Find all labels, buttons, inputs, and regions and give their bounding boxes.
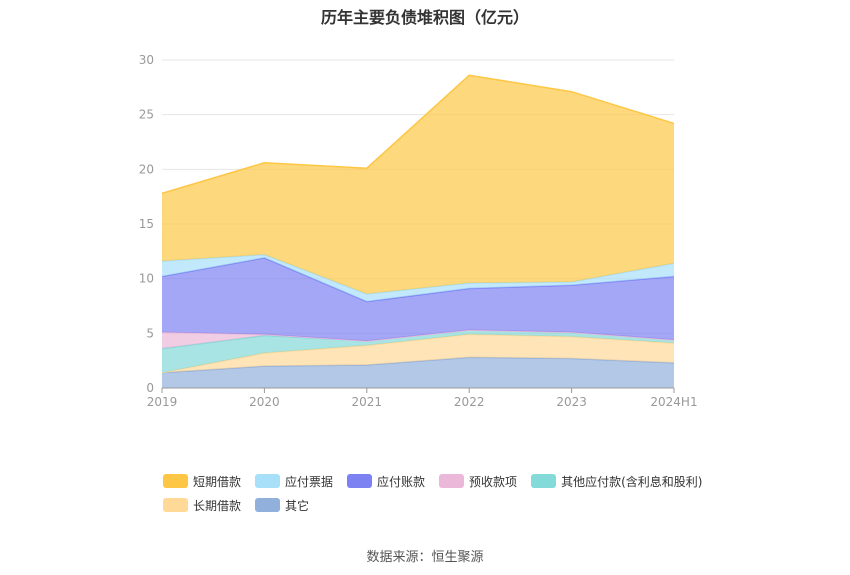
- legend-swatch: [163, 498, 188, 512]
- y-tick-label: 25: [139, 108, 154, 122]
- legend-item[interactable]: 其他应付款(含利息和股利): [531, 473, 702, 489]
- legend-item[interactable]: 预收款项: [439, 473, 517, 489]
- axes: 0 5 10 15 20 25 30 2019 2020 2021 2022 2023 2024H1: [139, 53, 698, 409]
- area-series-0: [162, 357, 674, 388]
- legend-item[interactable]: 应付账款: [347, 473, 425, 489]
- x-tick-label: 2024H1: [650, 395, 697, 409]
- legend-label: 其它: [285, 498, 310, 513]
- legend-label: 长期借款: [193, 498, 242, 513]
- x-tick-label: 2023: [556, 395, 587, 409]
- legend-swatch: [439, 474, 465, 488]
- area-series-2: [162, 330, 674, 373]
- legend-label: 应付票据: [285, 474, 334, 489]
- legend-swatch: [531, 474, 557, 488]
- y-tick-label: 20: [139, 162, 154, 176]
- area-series: [161, 74, 675, 388]
- legend-item[interactable]: 短期借款: [163, 473, 241, 489]
- y-tick-label: 5: [146, 326, 154, 340]
- legend-label: 预收款项: [469, 474, 518, 489]
- legend-label: 应付账款: [377, 474, 426, 489]
- x-tick-label: 2022: [454, 395, 485, 409]
- legend-swatch: [255, 498, 281, 512]
- y-tick-label: 30: [139, 53, 154, 67]
- area-series-5: [162, 254, 674, 302]
- legend-swatch: [255, 474, 281, 488]
- y-tick-label: 0: [146, 381, 154, 395]
- area-series-4: [162, 257, 674, 341]
- legend-item[interactable]: 长期借款: [163, 497, 241, 513]
- y-tick-label: 10: [139, 272, 154, 286]
- area-series-6: [162, 75, 674, 294]
- x-tick-label: 2021: [352, 395, 383, 409]
- legend: 短期借款 应付票据 应付账款 预收款项 其他应付款(含利息和股利) 长期借款 其它: [163, 473, 723, 513]
- legend-swatch: [163, 474, 188, 488]
- legend-swatch: [347, 474, 373, 488]
- x-tick-label: 2020: [249, 395, 280, 409]
- area-series-1: [162, 334, 674, 373]
- legend-item[interactable]: 其它: [255, 497, 309, 513]
- legend-label: 其他应付款(含利息和股利): [561, 474, 703, 489]
- y-tick-label: 15: [139, 217, 154, 231]
- chart-title: 历年主要负债堆积图（亿元）: [320, 8, 529, 27]
- data-source-note: 数据来源：恒生聚源: [366, 550, 484, 565]
- x-tick-label: 2019: [147, 395, 178, 409]
- area-series-line-6: [161, 74, 675, 195]
- legend-label: 短期借款: [193, 474, 242, 489]
- legend-item[interactable]: 应付票据: [255, 473, 333, 489]
